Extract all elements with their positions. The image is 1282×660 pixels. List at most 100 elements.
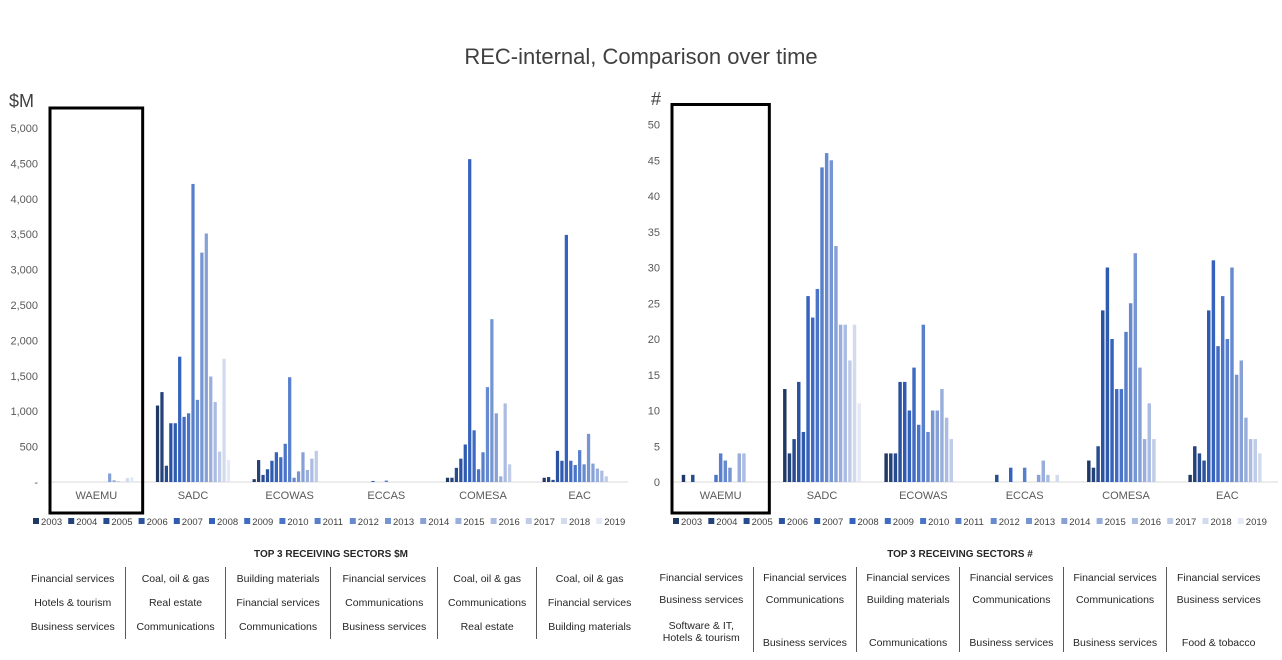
bar-comesa-2014 [1138,367,1142,482]
highlight-box [670,103,771,515]
bar-comesa-2008 [468,159,472,482]
bar-eac-2005 [1197,453,1202,482]
bar-ecowas-2014 [935,410,940,482]
legend-label-2017: 2017 [534,517,555,528]
legend-swatch-2015 [1096,518,1103,524]
x-category-label: SADC [178,490,209,502]
bar-eac-2007 [1207,310,1211,482]
bar-comesa-2011 [481,452,485,482]
sector-cell: Food & tobacco [1166,611,1270,652]
bar-eac-2016 [600,470,604,482]
legend-swatch-2010 [920,518,927,524]
bar-waemu-2018 [125,478,129,482]
y-tick-label: 0 [654,477,660,489]
legend-label-2016: 2016 [1140,517,1161,528]
sector-cell: Communications [752,589,857,611]
sectors-value-table: Financial services Coal, oil & gas Build… [20,567,642,639]
bar-sadc-2003 [155,405,160,482]
count-chart: #0 5 10 15 20 25 30 35 40 45 50 WAEMU SADC ECOWAS ECCA… [648,89,1278,528]
x-category-label: WAEMU [75,490,117,502]
legend-label-2017: 2017 [1175,517,1196,528]
sector-cell: Financial services [536,591,642,615]
legend-swatch-2014 [1061,518,1068,524]
bar-ecowas-2016 [310,458,314,482]
bar-eac-2003 [1188,474,1192,482]
legend-swatch-2005 [743,518,750,524]
legend-label-2019: 2019 [604,517,625,528]
bar-eccas-2008 [1008,467,1013,482]
y-tick-label: 3,500 [10,229,38,241]
chart-main-title: REC-internal, Comparison over time [464,44,818,69]
bar-eccas-2018 [1055,474,1059,482]
y-unit-label: $M [9,91,34,111]
sector-cell: Building materials [856,589,960,611]
bar-ecowas-2013 [930,410,935,482]
bar-ecowas-2016 [944,417,949,482]
bar-ecowas-2008 [907,410,912,482]
x-category-label: EAC [568,490,591,502]
bar-sadc-2014 [204,233,208,482]
bar-eac-2012 [582,464,586,482]
bar-sadc-2010 [186,413,191,482]
bar-comesa-2009 [472,430,476,482]
bar-sadc-2006 [169,423,173,482]
bar-comesa-2005 [1096,446,1100,482]
bar-eac-2012 [1230,267,1234,482]
bar-sadc-2018 [222,358,226,482]
bar-eac-2008 [564,234,568,482]
bar-eac-2013 [1234,374,1239,482]
bar-comesa-2012 [1128,303,1133,482]
bar-ecowas-2015 [305,469,310,482]
bar-eac-2004 [547,477,551,482]
y-tick-label: 3,000 [10,265,38,277]
x-category-label: EAC [1216,490,1239,502]
bar-waemu-2014 [108,473,112,482]
legend-label-2004: 2004 [716,517,737,528]
legend-swatch-2011 [955,518,962,524]
bar-waemu-2015 [112,480,116,482]
bar-eccas-2011 [384,480,388,482]
sector-cell: Financial services [856,567,960,589]
sector-cell: Software & IT, Hotels & tourism [662,619,740,644]
legend-swatch-2016 [1131,518,1138,524]
bar-ecowas-2011 [921,324,926,482]
bar-ecowas-2015 [940,389,944,482]
sector-cell: Financial services [1166,567,1270,589]
bar-ecowas-2003 [252,479,256,482]
bar-comesa-2003 [1087,460,1091,482]
sector-cell: Real estate [125,591,226,615]
bar-ecowas-2005 [261,474,265,482]
bar-eac-2015 [595,468,600,482]
bar-eac-2009 [569,460,573,482]
legend-swatch-2010 [279,518,286,524]
bar-eac-2017 [1253,439,1257,482]
x-category-label: SADC [807,490,838,502]
x-category-label: ECCAS [1006,490,1044,502]
legend-label-2013: 2013 [393,517,414,528]
y-tick-label: 20 [648,334,660,346]
bar-waemu-2016 [742,453,746,482]
legend-swatch-2007 [814,518,821,524]
bar-ecowas-2008 [274,452,278,482]
legend-swatch-2014 [420,518,427,524]
legend-label-2007: 2007 [822,517,843,528]
y-tick-label: - [34,477,38,489]
bar-eccas-2014 [1036,474,1041,482]
bar-sadc-2019 [857,403,861,482]
legend-swatch-2019 [596,518,603,524]
value-chart: $M - 500 1,000 1,500 2,000 2,500 3,000 3,500 4,00… [9,91,628,528]
legend-label-2009: 2009 [252,517,273,528]
bar-ecowas-2006 [898,381,902,482]
bar-comesa-2012 [485,387,490,482]
legend-swatch-2008 [849,518,856,524]
bar-sadc-2013 [200,252,204,482]
bar-sadc-2004 [160,392,164,482]
bar-waemu-2016 [116,481,121,482]
legend-label-2011: 2011 [963,517,983,528]
bar-sadc-2006 [797,381,801,482]
bar-waemu-2010 [714,474,718,482]
y-tick-label: 500 [20,442,38,454]
sector-cell: Communications [856,611,960,652]
legend-label-2018: 2018 [569,517,590,528]
sector-cell: Coal, oil & gas [536,567,642,591]
